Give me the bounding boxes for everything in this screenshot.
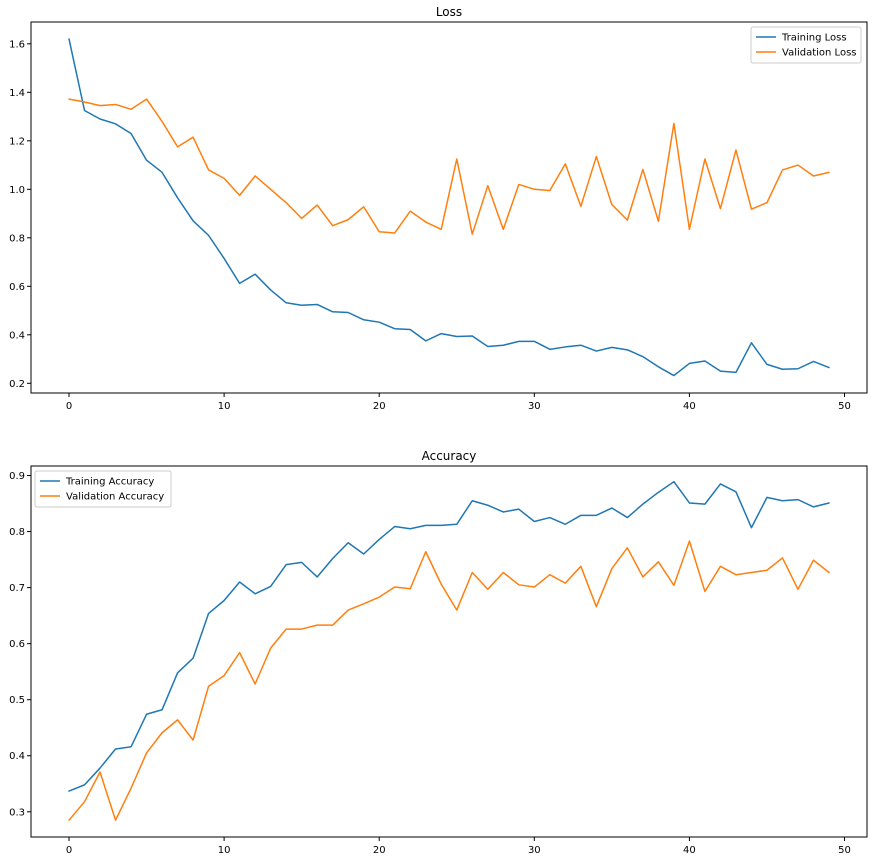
validation-accuracy-legend-label: Validation Accuracy [66, 492, 164, 503]
validation-loss-legend-label: Validation Loss [782, 48, 857, 59]
validation-loss-line [68, 98, 830, 235]
loss-legend-box [750, 26, 862, 64]
training-accuracy-legend-label: Training Accuracy [65, 477, 154, 488]
loss-y-tick-label: 1.6 [9, 39, 25, 50]
training-accuracy-line [68, 480, 830, 792]
accuracy-y-tick-label: 0.7 [9, 583, 25, 594]
accuracy-y-tick-label: 0.8 [9, 527, 25, 538]
validation-accuracy-line [68, 540, 830, 821]
accuracy-axes-frame [30, 465, 868, 838]
accuracy-y-tick-label: 0.9 [9, 471, 25, 482]
loss-y-tick-label: 0.8 [9, 233, 25, 244]
loss-x-tick-label: 10 [218, 401, 231, 412]
accuracy-legend: Training Accuracy Validation Accuracy [34, 470, 172, 508]
loss-y-tick-label: 1.4 [9, 88, 25, 99]
training-loss-line [68, 38, 830, 377]
accuracy-y-tick-label: 0.3 [9, 807, 25, 818]
accuracy-x-tick-label: 40 [683, 845, 696, 856]
accuracy-y-tick-label: 0.5 [9, 695, 25, 706]
loss-legend: Training Loss Validation Loss [750, 26, 862, 64]
loss-y-tick-label: 0.2 [9, 379, 25, 390]
loss-y-tick-label: 0.4 [9, 330, 25, 341]
loss-x-tick-label: 20 [373, 401, 386, 412]
accuracy-legend-box [34, 470, 172, 508]
accuracy-y-tick-label: 0.4 [9, 751, 25, 762]
loss-chart-title: Loss [436, 5, 462, 19]
accuracy-x-tick-label: 10 [218, 845, 231, 856]
loss-y-tick-label: 0.6 [9, 282, 25, 293]
loss-axes-frame [30, 21, 868, 394]
loss-panel: Loss 0 10 20 30 40 50 0.2 0.4 0.6 0.8 1.0 1.2 1.4 1.6 T… [9, 5, 868, 412]
accuracy-x-tick-label: 50 [838, 845, 851, 856]
loss-x-tick-label: 40 [683, 401, 696, 412]
accuracy-panel: Accuracy 0 10 20 30 40 50 0.3 0.4 0.5 0.6 0.7 0.8 0.9… [9, 449, 868, 856]
accuracy-y-tick-label: 0.6 [9, 639, 25, 650]
loss-y-tick-label: 1.2 [9, 136, 25, 147]
accuracy-x-tick-label: 0 [66, 845, 72, 856]
loss-x-tick-label: 0 [66, 401, 72, 412]
loss-y-tick-label: 1.0 [9, 185, 25, 196]
accuracy-chart-title: Accuracy [422, 449, 477, 463]
accuracy-x-tick-label: 30 [528, 845, 541, 856]
accuracy-x-tick-label: 20 [373, 845, 386, 856]
loss-x-tick-label: 50 [838, 401, 851, 412]
training-loss-legend-label: Training Loss [781, 33, 847, 44]
loss-x-tick-label: 30 [528, 401, 541, 412]
